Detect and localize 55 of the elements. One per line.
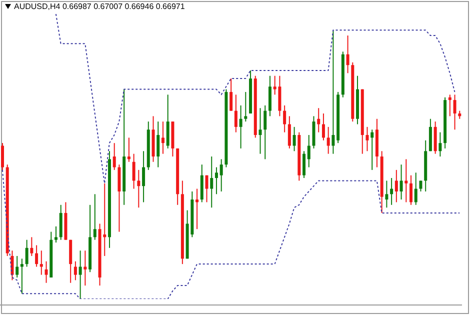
- candlestick: [404, 158, 408, 203]
- candlestick: [414, 172, 418, 206]
- candlestick: [78, 250, 82, 299]
- candlestick: [16, 255, 19, 278]
- candlestick: [230, 78, 233, 112]
- candlestick: [326, 126, 330, 154]
- candlestick: [40, 250, 43, 276]
- candlestick: [394, 169, 398, 203]
- candlestick: [20, 258, 24, 294]
- candlestick: [210, 156, 214, 208]
- candlestick: [25, 239, 28, 268]
- candlestick: [322, 112, 325, 141]
- candlestick: [84, 250, 87, 286]
- candlestick: [214, 166, 218, 195]
- candlestick: [390, 178, 394, 206]
- candlestick: [127, 137, 130, 162]
- candlestick: [292, 126, 296, 152]
- candlestick: [54, 226, 58, 244]
- candlestick: [244, 91, 248, 122]
- candlestick: [264, 104, 267, 160]
- candlestick: [74, 260, 77, 281]
- candlestick: [44, 260, 48, 284]
- candlestick: [196, 188, 199, 230]
- candlestick: [30, 236, 34, 256]
- candlestick: [156, 121, 160, 168]
- candlestick: [419, 180, 422, 192]
- candlestick: [385, 180, 388, 208]
- candlestick: [366, 126, 369, 152]
- candlestick: [332, 30, 335, 154]
- candlestick: [35, 244, 38, 268]
- candlestick: [346, 35, 350, 74]
- candlestick: [400, 164, 403, 200]
- candlestick: [448, 94, 452, 117]
- candlestick: [307, 134, 310, 168]
- candlestick: [132, 153, 136, 190]
- chart-title: AUDUSD,H4 0.66987 0.67007 0.66946 0.66971: [14, 2, 185, 11]
- candlestick: [288, 116, 291, 149]
- candlestick: [317, 108, 320, 133]
- candlestick: [283, 104, 286, 133]
- candlestick: [112, 142, 116, 170]
- candlestick: [302, 150, 306, 179]
- candlestick: [220, 158, 223, 192]
- candlestick: [1, 142, 4, 170]
- candlestick: [258, 108, 262, 154]
- candlestick: [93, 194, 96, 240]
- candlestick: [161, 121, 164, 154]
- candlestick: [410, 174, 413, 206]
- candlestick: [239, 104, 242, 149]
- candlestick: [137, 169, 140, 208]
- candlestick: [453, 94, 456, 130]
- candlestick: [438, 132, 442, 157]
- candlestick: [205, 174, 208, 203]
- candlestick: [370, 129, 374, 170]
- candlestick: [142, 150, 146, 203]
- candlestick: [234, 94, 238, 133]
